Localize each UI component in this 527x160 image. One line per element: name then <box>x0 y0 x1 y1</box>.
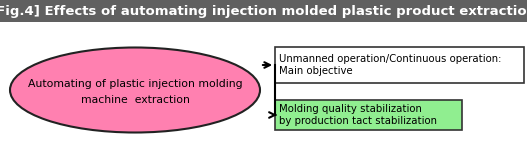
FancyBboxPatch shape <box>0 0 527 22</box>
FancyBboxPatch shape <box>275 47 524 83</box>
Text: Molding quality stabilization
by production tact stabilization: Molding quality stabilization by product… <box>279 104 437 126</box>
Text: Unmanned operation/Continuous operation:
Main objective: Unmanned operation/Continuous operation:… <box>279 54 501 76</box>
Text: [Fig.4] Effects of automating injection molded plastic product extraction: [Fig.4] Effects of automating injection … <box>0 4 527 17</box>
Ellipse shape <box>10 48 260 132</box>
Text: Automating of plastic injection molding: Automating of plastic injection molding <box>28 79 242 89</box>
FancyBboxPatch shape <box>275 100 462 130</box>
Text: machine  extraction: machine extraction <box>81 95 189 105</box>
